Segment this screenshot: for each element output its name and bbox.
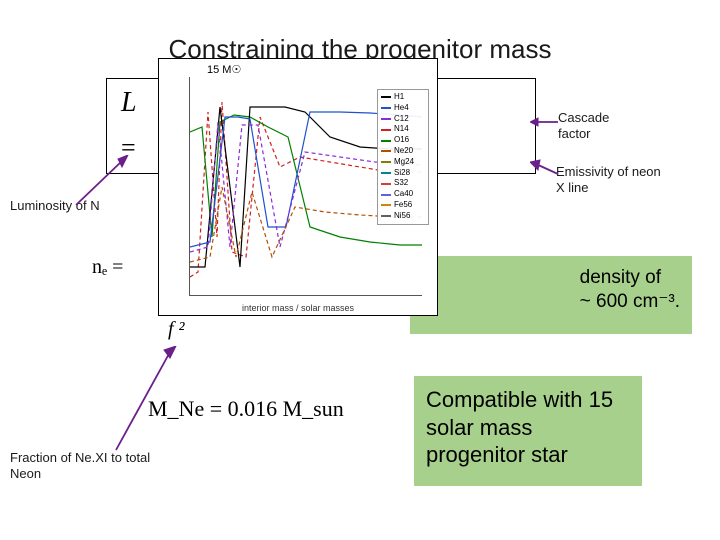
legend-item: H1 — [381, 92, 425, 103]
legend-item: N14 — [381, 124, 425, 135]
cascade-arrow-icon — [530, 110, 560, 134]
legend-item: C12 — [381, 114, 425, 125]
legend-item: Ca40 — [381, 189, 425, 200]
progenitor-result-box: Compatible with 15 solar mass progenitor… — [414, 376, 642, 486]
density-text-1: density of — [580, 267, 661, 288]
mne-equation: M_Ne = 0.016 M_sun — [148, 396, 344, 422]
legend-item: O16 — [381, 135, 425, 146]
legend-item: He4 — [381, 103, 425, 114]
legend-item: Ni56 — [381, 211, 425, 222]
abundance-chart: 15 M☉ H1He4C12N14O16Ne20Mg24Si28S32Ca40F… — [158, 58, 438, 316]
legend-item: Si28 — [381, 168, 425, 179]
emissivity-arrow-icon — [530, 156, 560, 180]
luminosity-arrow-icon — [70, 155, 130, 210]
legend-item: Ne20 — [381, 146, 425, 157]
formula-line1: L — [121, 87, 137, 119]
legend-item: Mg24 — [381, 157, 425, 168]
cascade-factor-label: Cascade factor — [558, 110, 638, 143]
density-result-box: density of ~ 600 cm⁻³. — [410, 256, 692, 334]
emissivity-label: Emissivity of neon X line — [556, 164, 666, 197]
chart-legend: H1He4C12N14O16Ne20Mg24Si28S32Ca40Fe56Ni5… — [377, 89, 429, 225]
chart-title: 15 M☉ — [207, 63, 241, 76]
density-text-2: ~ 600 cm⁻³. — [580, 291, 680, 312]
legend-item: S32 — [381, 178, 425, 189]
legend-item: Fe56 — [381, 200, 425, 211]
f-squared: f ² — [168, 318, 185, 341]
chart-x-axis-label: interior mass / solar masses — [159, 303, 437, 313]
